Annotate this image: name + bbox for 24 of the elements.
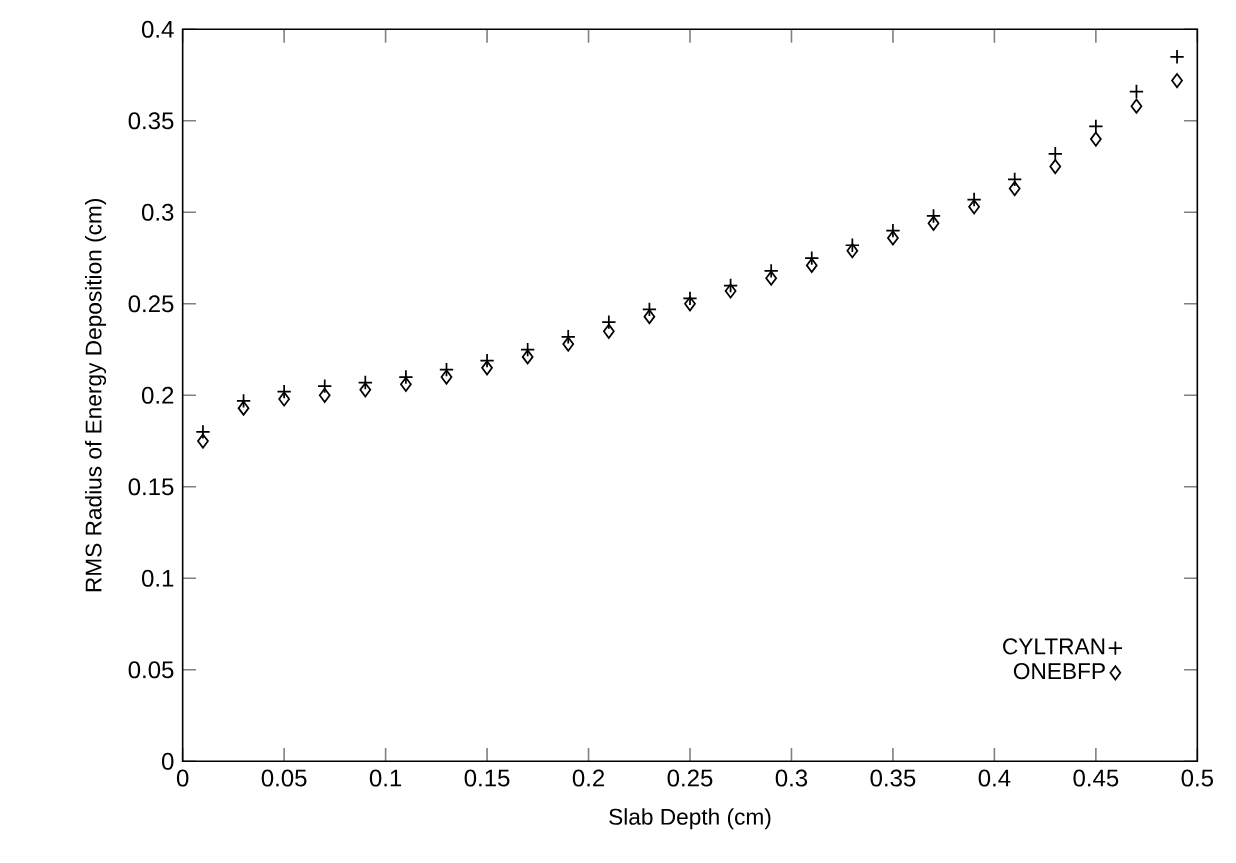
x-tick-label: 0.2 xyxy=(572,769,605,787)
x-tick-label: 0.25 xyxy=(667,769,713,787)
legend-label: ONEBFP xyxy=(1013,663,1105,680)
y-tick-label: 0.15 xyxy=(128,478,174,496)
y-tick-label: 0.2 xyxy=(141,386,174,404)
x-tick-label: 0.05 xyxy=(261,769,307,787)
y-tick-label: 0 xyxy=(162,752,174,770)
x-tick-label: 0.5 xyxy=(1181,769,1213,787)
y-tick-label: 0.4 xyxy=(141,20,174,38)
y-axis-title: RMS Radius of Energy Deposition (cm) xyxy=(84,199,107,592)
y-tick-label: 0.25 xyxy=(128,295,174,313)
x-tick-label: 0.3 xyxy=(775,769,808,787)
legend-label: CYLTRAN xyxy=(1003,638,1105,655)
x-tick-label: 0.35 xyxy=(870,769,916,787)
y-tick-label: 0.35 xyxy=(128,112,174,130)
x-tick-label: 0.1 xyxy=(369,769,402,787)
x-tick-label: 0 xyxy=(176,769,189,787)
y-tick-label: 0.1 xyxy=(141,569,174,587)
x-tick-label: 0.15 xyxy=(464,769,510,787)
x-tick-label: 0.45 xyxy=(1073,769,1119,787)
y-tick-label: 0.3 xyxy=(141,203,174,221)
x-tick-label: 0.4 xyxy=(978,769,1011,787)
y-tick-label: 0.05 xyxy=(128,661,174,679)
x-axis-title: Slab Depth (cm) xyxy=(609,808,771,830)
